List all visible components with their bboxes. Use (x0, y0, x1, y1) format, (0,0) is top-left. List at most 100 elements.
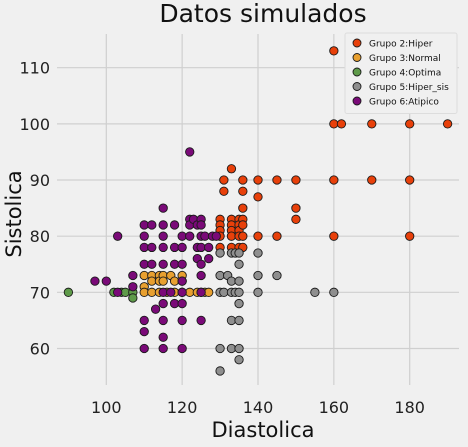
x-ticks: 100 120 140 160 180 (91, 398, 425, 417)
data-point (63, 287, 74, 297)
data-point (177, 276, 187, 286)
data-point (329, 175, 339, 185)
data-point (234, 355, 244, 365)
data-point (329, 231, 339, 241)
data-point (196, 220, 206, 230)
x-tick-label: 140 (243, 398, 274, 417)
data-point (253, 270, 263, 281)
data-point (128, 293, 138, 303)
data-point (158, 276, 168, 286)
data-point (158, 259, 168, 269)
data-point (253, 248, 263, 258)
legend-marker (352, 82, 362, 91)
data-point (177, 298, 187, 309)
data-point (147, 259, 157, 269)
data-point (405, 231, 415, 241)
data-point (158, 298, 168, 309)
data-point (196, 259, 206, 269)
legend: Grupo 2:Hiper Grupo 3:Normal Grupo 4:Optim… (344, 32, 458, 114)
data-point (158, 343, 168, 354)
data-point (272, 231, 282, 241)
data-point (272, 270, 282, 281)
data-point (329, 287, 339, 297)
legend-label: Grupo 5:Hiper_sis (369, 83, 449, 93)
legend-box (344, 32, 458, 114)
data-point (253, 192, 263, 202)
data-point (113, 287, 123, 297)
x-axis-label: Diastolica (212, 418, 315, 442)
legend-label: Grupo 4:Optima (369, 69, 441, 79)
data-point (215, 366, 225, 376)
data-point (169, 220, 180, 230)
data-point (204, 242, 214, 253)
data-point (336, 119, 347, 129)
data-point (291, 203, 301, 213)
data-point (177, 242, 187, 253)
data-point (234, 248, 244, 258)
data-point (272, 175, 282, 185)
data-point (166, 287, 176, 297)
data-point (310, 287, 320, 297)
data-point (211, 231, 221, 241)
data-point (234, 276, 244, 286)
legend-label: Grupo 2:Hiper (369, 40, 433, 50)
data-point (139, 326, 149, 337)
data-point (128, 270, 138, 281)
y-axis-label: Sistolica (2, 170, 26, 257)
data-point (196, 270, 206, 281)
data-point (139, 231, 149, 241)
data-point (196, 287, 206, 297)
data-point (234, 287, 244, 297)
data-point (177, 315, 187, 326)
y-tick-label: 90 (30, 171, 50, 190)
data-point (238, 203, 248, 213)
y-tick-label: 100 (19, 115, 50, 134)
data-point (234, 343, 244, 354)
data-point (147, 242, 157, 253)
data-point (158, 231, 168, 241)
data-point (101, 276, 111, 286)
x-tick-label: 100 (91, 398, 122, 417)
data-point (234, 298, 244, 309)
y-tick-label: 70 (30, 283, 50, 302)
data-point (219, 186, 229, 196)
data-point (291, 175, 301, 185)
data-point (234, 315, 244, 326)
data-point (238, 186, 248, 196)
data-point (185, 147, 195, 157)
data-point (234, 259, 244, 269)
data-point (147, 220, 157, 230)
data-point (329, 46, 339, 56)
data-point (238, 231, 248, 241)
data-point (291, 214, 301, 224)
legend-marker (352, 67, 362, 77)
data-point (158, 220, 168, 230)
y-tick-label: 60 (30, 339, 50, 358)
data-point (442, 119, 453, 129)
data-point (238, 175, 248, 185)
data-point (215, 343, 225, 354)
y-ticks: 60 70 80 90 100 110 (19, 59, 50, 359)
data-point (90, 276, 100, 286)
legend-label: Grupo 3:Normal (369, 54, 441, 64)
legend-marker (352, 96, 362, 106)
data-point (215, 248, 225, 258)
data-point (238, 220, 248, 230)
data-point (253, 287, 263, 297)
data-point (196, 315, 206, 326)
x-tick-label: 180 (394, 398, 425, 417)
data-point (113, 231, 123, 241)
data-point (177, 343, 187, 354)
data-point (204, 253, 214, 264)
data-point (158, 332, 168, 342)
legend-marker (352, 38, 362, 48)
data-points (63, 46, 453, 376)
data-point (158, 203, 168, 213)
data-point (158, 242, 168, 253)
data-point (177, 287, 187, 297)
data-point (253, 175, 263, 185)
data-point (367, 119, 377, 129)
data-point (150, 304, 161, 314)
data-point (253, 231, 263, 241)
data-point (185, 231, 195, 241)
